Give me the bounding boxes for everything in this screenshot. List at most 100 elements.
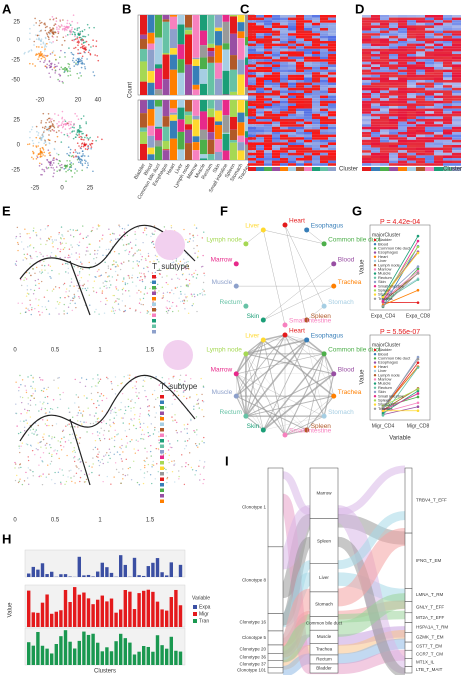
- point: [141, 280, 144, 283]
- point: [72, 163, 75, 165]
- point: [60, 483, 62, 485]
- heat-cell: [272, 124, 280, 127]
- edge: [235, 339, 264, 375]
- cluster-bar: [398, 167, 407, 171]
- heat-cell: [389, 158, 398, 161]
- point: [89, 304, 91, 306]
- point: [135, 238, 137, 241]
- heat-cell: [434, 22, 443, 26]
- heat-cell: [434, 142, 443, 145]
- point: [151, 241, 153, 244]
- heat-cell: [434, 95, 443, 99]
- heat-cell: [288, 69, 296, 73]
- point: [196, 234, 199, 237]
- heat-cell: [248, 35, 256, 39]
- heat-cell: [320, 106, 328, 109]
- cluster-bar: [320, 167, 328, 171]
- point: [80, 276, 83, 279]
- point: [181, 273, 184, 276]
- heat-cell: [416, 93, 425, 96]
- stratum-label: MT1X_IL: [416, 660, 435, 665]
- point: [83, 159, 86, 161]
- heat-cell: [280, 103, 288, 106]
- bar-segment: [185, 143, 192, 160]
- point: [117, 289, 119, 291]
- heat-cell: [416, 67, 425, 70]
- heat-cell: [398, 48, 407, 52]
- bar-segment: [207, 43, 215, 48]
- heat-cell: [264, 25, 272, 28]
- point: [37, 132, 40, 134]
- point: [158, 290, 160, 292]
- point: [48, 435, 50, 437]
- point: [59, 237, 62, 239]
- stratum: [267, 644, 284, 654]
- stratum-label: GNLY_T_EFF: [416, 604, 444, 609]
- point: [158, 435, 160, 438]
- heat-cell: [280, 95, 288, 99]
- point: [181, 300, 184, 302]
- heat-cell: [280, 51, 288, 54]
- trajectory: [19, 374, 196, 486]
- point: [139, 468, 142, 471]
- heat-cell: [280, 121, 288, 125]
- frame: [369, 224, 431, 311]
- heat-cell: [362, 67, 371, 70]
- heat-cell: [407, 134, 416, 138]
- heat-cell: [443, 116, 452, 119]
- heat-cell: [443, 85, 452, 88]
- edge: [306, 339, 325, 417]
- point: [151, 482, 153, 485]
- point: [94, 54, 96, 56]
- point: [73, 126, 75, 129]
- heat-cell: [407, 80, 416, 83]
- point: [53, 159, 55, 161]
- heat-cell: [280, 147, 288, 151]
- point: [49, 76, 52, 78]
- heat-cell: [425, 72, 434, 75]
- node: [304, 227, 310, 233]
- heat-cell: [452, 93, 461, 96]
- point: [111, 408, 114, 411]
- legend-label: Small intestine: [378, 393, 405, 398]
- point: [49, 275, 51, 278]
- point: [44, 412, 47, 415]
- heat-cell: [407, 129, 416, 132]
- heat-cell: [443, 54, 452, 57]
- heat-cell: [256, 98, 264, 101]
- heat-cell: [264, 46, 272, 49]
- point: [57, 153, 60, 156]
- point: [140, 259, 143, 261]
- point: [48, 38, 50, 41]
- heat-cell: [434, 20, 443, 23]
- heat-cell: [434, 43, 443, 47]
- heat-cell: [248, 126, 256, 130]
- heat-cell: [248, 77, 256, 80]
- point: [51, 16, 54, 18]
- heat-cell: [304, 72, 312, 75]
- point: [14, 263, 17, 265]
- point: [35, 234, 38, 236]
- heat-cell: [272, 69, 280, 73]
- heat-cell: [280, 87, 288, 91]
- heat-cell: [371, 139, 380, 143]
- point: [105, 422, 108, 425]
- legend-label: Cluster: [339, 167, 358, 173]
- point: [68, 290, 70, 292]
- point: [35, 298, 37, 300]
- heat-cell: [320, 90, 328, 93]
- point: [97, 59, 100, 62]
- legend-swatch: [373, 264, 377, 267]
- point: [76, 57, 79, 60]
- bar: [86, 598, 91, 627]
- heat-cell: [398, 129, 407, 132]
- point: [79, 162, 82, 164]
- heat-cell: [434, 54, 443, 57]
- heat-cell: [256, 43, 264, 47]
- heat-cell: [248, 142, 256, 145]
- point: [16, 474, 18, 477]
- heat-cell: [320, 33, 328, 36]
- point: [78, 282, 81, 284]
- heat-cell: [452, 59, 461, 62]
- point: [60, 131, 63, 134]
